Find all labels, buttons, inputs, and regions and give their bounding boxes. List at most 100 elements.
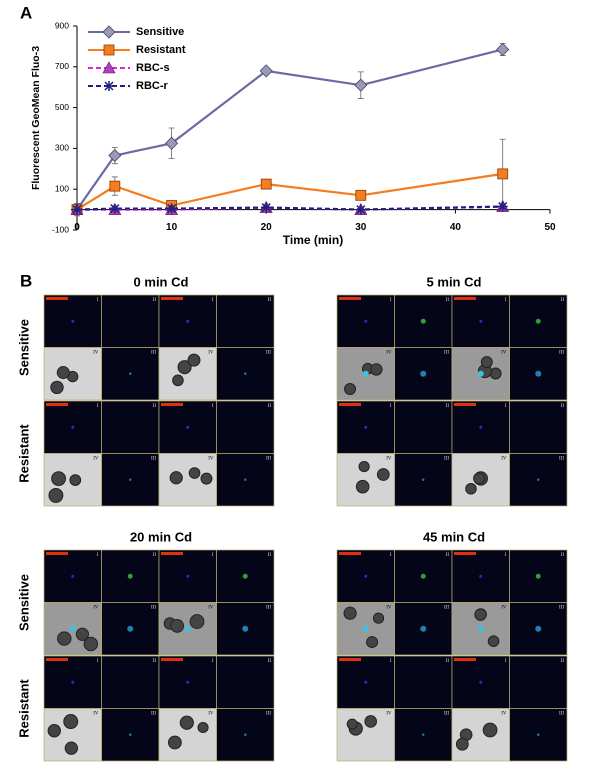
scale-bar bbox=[339, 297, 361, 300]
stain bbox=[186, 680, 190, 684]
stain bbox=[184, 625, 191, 632]
cell bbox=[172, 374, 184, 387]
quadrant-label: IV bbox=[208, 351, 214, 356]
scale-bar bbox=[339, 403, 361, 406]
legend-label: Sensitive bbox=[136, 26, 184, 38]
cell bbox=[56, 366, 70, 380]
series-line bbox=[76, 205, 503, 211]
stain bbox=[479, 680, 483, 684]
quadrant-label: IV bbox=[93, 606, 99, 611]
scale-bar bbox=[161, 552, 183, 555]
quadrant-label: III bbox=[151, 606, 156, 611]
cell bbox=[465, 482, 477, 495]
stain bbox=[537, 733, 540, 736]
stain bbox=[364, 319, 368, 323]
y-axis-label: Fluorescent GeoMean Fluo-3 bbox=[30, 46, 42, 190]
stain bbox=[71, 680, 75, 684]
stain bbox=[479, 574, 483, 578]
stain bbox=[535, 370, 542, 377]
cell bbox=[48, 487, 64, 503]
quadrant-label: I bbox=[390, 298, 392, 303]
tile bbox=[509, 400, 568, 454]
quadrant-label: I bbox=[97, 404, 99, 409]
cell bbox=[200, 472, 213, 485]
legend-marker bbox=[104, 81, 114, 91]
scale-bar bbox=[454, 552, 476, 555]
stain bbox=[479, 319, 483, 323]
panel-label: B bbox=[20, 271, 32, 290]
stain bbox=[364, 425, 368, 429]
marker bbox=[165, 136, 179, 150]
cell bbox=[169, 471, 183, 485]
y-tick-label: -100 bbox=[52, 224, 69, 234]
stain bbox=[362, 625, 369, 632]
cell bbox=[370, 363, 383, 376]
tile bbox=[101, 549, 160, 603]
stain bbox=[127, 625, 134, 632]
marker bbox=[72, 204, 82, 215]
quadrant-label: III bbox=[151, 457, 156, 462]
tile bbox=[216, 400, 275, 454]
legend-label: RBC-s bbox=[136, 62, 170, 74]
quadrant-label: II bbox=[268, 659, 272, 664]
marker bbox=[497, 201, 508, 212]
y-tick-label: 100 bbox=[55, 183, 69, 193]
quadrant-label: IV bbox=[501, 712, 507, 717]
stain bbox=[186, 319, 190, 323]
x-tick-label: 30 bbox=[355, 222, 367, 233]
legend-marker bbox=[103, 44, 115, 56]
quadrant-label: IV bbox=[208, 712, 214, 717]
quadrant-label: I bbox=[390, 659, 392, 664]
tile bbox=[394, 400, 453, 454]
marker bbox=[166, 203, 177, 214]
quadrant-label: IV bbox=[208, 606, 214, 611]
cell bbox=[197, 721, 209, 734]
stain bbox=[422, 733, 425, 736]
quadrant-label: I bbox=[212, 404, 214, 409]
quadrant-label: II bbox=[153, 298, 157, 303]
cell bbox=[63, 714, 79, 730]
cell bbox=[487, 635, 500, 647]
series-line bbox=[76, 172, 503, 211]
stain bbox=[186, 574, 190, 578]
quadrant-label: III bbox=[444, 606, 449, 611]
stain bbox=[71, 574, 75, 578]
quadrant-label: II bbox=[153, 553, 157, 558]
quadrant-label: II bbox=[446, 298, 450, 303]
tile bbox=[216, 655, 275, 709]
marker bbox=[259, 64, 273, 78]
time-label: 0 min Cd bbox=[134, 274, 189, 289]
quadrant-label: I bbox=[505, 298, 507, 303]
legend-marker bbox=[102, 25, 116, 39]
time-label: 45 min Cd bbox=[423, 529, 485, 544]
quadrant-label: III bbox=[151, 712, 156, 717]
y-tick-label: 700 bbox=[55, 61, 69, 71]
quadrant-label: III bbox=[444, 351, 449, 356]
quadrant-label: III bbox=[266, 606, 271, 611]
quadrant-label: IV bbox=[386, 351, 392, 356]
quadrant-label: II bbox=[268, 553, 272, 558]
cell bbox=[69, 474, 82, 486]
scale-bar bbox=[339, 552, 361, 555]
quadrant-label: II bbox=[561, 404, 565, 409]
cell bbox=[51, 471, 67, 487]
scale-bar bbox=[339, 658, 361, 661]
quadrant-label: I bbox=[212, 298, 214, 303]
x-tick-label: 0 bbox=[74, 222, 80, 233]
stain bbox=[364, 680, 368, 684]
stain bbox=[71, 425, 75, 429]
marker bbox=[109, 203, 120, 214]
quadrant-label: II bbox=[268, 404, 272, 409]
cell bbox=[187, 353, 201, 367]
cell bbox=[344, 383, 357, 395]
quadrant-label: IV bbox=[93, 351, 99, 356]
stain bbox=[364, 574, 368, 578]
row-label: Sensitive bbox=[16, 574, 31, 631]
quadrant-label: IV bbox=[501, 351, 507, 356]
